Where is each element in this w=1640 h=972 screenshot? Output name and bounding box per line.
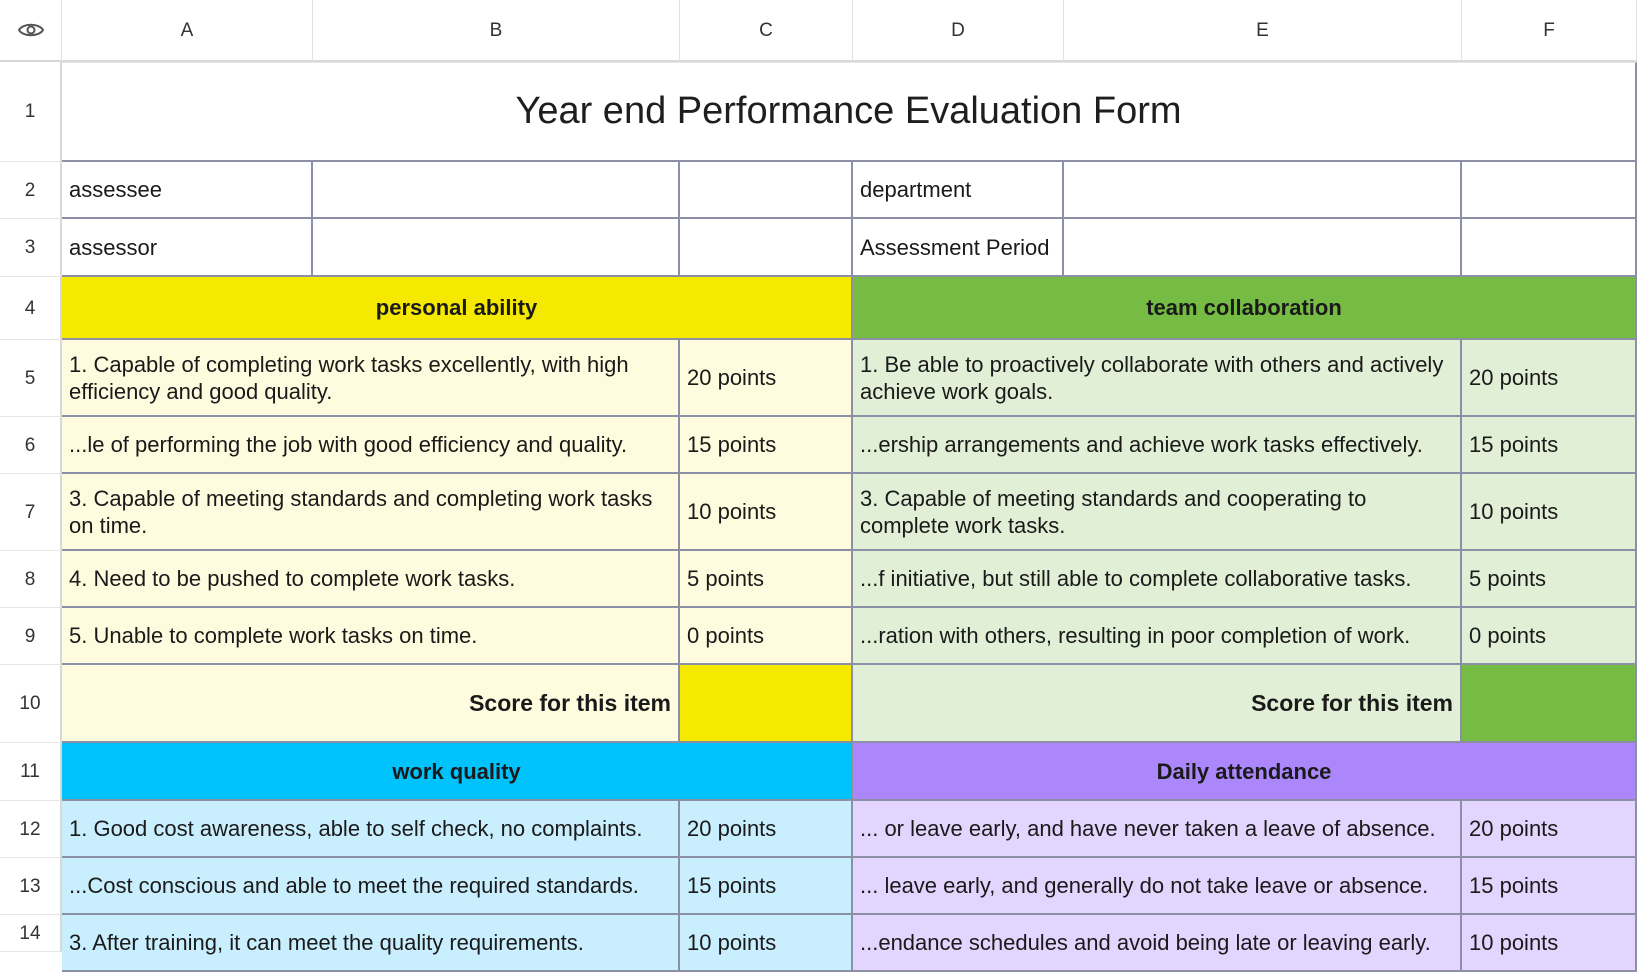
column-header-c[interactable]: C (680, 0, 853, 62)
team-collaboration-points-3[interactable]: 10 points (1462, 474, 1637, 551)
daily-attendance-points-1[interactable]: 20 points (1462, 801, 1637, 858)
daily-attendance-item-1[interactable]: ... or leave early, and have never taken… (853, 801, 1462, 858)
work-quality-points-1[interactable]: 20 points (680, 801, 853, 858)
row-header-2[interactable]: 2 (0, 162, 62, 219)
department-label[interactable]: department (853, 162, 1064, 219)
row-header-11[interactable]: 11 (0, 743, 62, 801)
team-collaboration-points-5[interactable]: 0 points (1462, 608, 1637, 665)
personal-ability-item-1[interactable]: 1. Capable of completing work tasks exce… (62, 340, 680, 417)
work-quality-item-1[interactable]: 1. Good cost awareness, able to self che… (62, 801, 680, 858)
assessment-period-label[interactable]: Assessment Period (853, 219, 1064, 277)
personal-ability-item-2[interactable]: ...le of performing the job with good ef… (62, 417, 680, 474)
daily-attendance-header[interactable]: Daily attendance (853, 743, 1637, 801)
personal-ability-item-3[interactable]: 3. Capable of meeting standards and comp… (62, 474, 680, 551)
work-quality-item-2[interactable]: ...Cost conscious and able to meet the r… (62, 858, 680, 915)
row-header-6[interactable]: 6 (0, 417, 62, 474)
assessor-value-cell[interactable] (313, 219, 680, 277)
row-header-9[interactable]: 9 (0, 608, 62, 665)
assessee-extra-cell[interactable] (680, 162, 853, 219)
row-header-5[interactable]: 5 (0, 340, 62, 417)
eye-icon (17, 23, 44, 37)
personal-ability-points-5[interactable]: 0 points (680, 608, 853, 665)
assessment-period-value-cell[interactable] (1064, 219, 1462, 277)
daily-attendance-points-3[interactable]: 10 points (1462, 915, 1637, 972)
assessee-value-cell[interactable] (313, 162, 680, 219)
team-collaboration-item-1[interactable]: 1. Be able to proactively collaborate wi… (853, 340, 1462, 417)
work-quality-item-3[interactable]: 3. After training, it can meet the quali… (62, 915, 680, 972)
team-collaboration-item-2[interactable]: ...ership arrangements and achieve work … (853, 417, 1462, 474)
personal-ability-score-label[interactable]: Score for this item (62, 665, 680, 743)
daily-attendance-item-3[interactable]: ...endance schedules and avoid being lat… (853, 915, 1462, 972)
assessment-period-extra-cell[interactable] (1462, 219, 1637, 277)
personal-ability-item-4[interactable]: 4. Need to be pushed to complete work ta… (62, 551, 680, 608)
column-header-b[interactable]: B (313, 0, 680, 62)
column-header-f[interactable]: F (1462, 0, 1637, 62)
column-header-e[interactable]: E (1064, 0, 1462, 62)
row-header-7[interactable]: 7 (0, 474, 62, 551)
row-header-4[interactable]: 4 (0, 277, 62, 340)
team-collaboration-item-5[interactable]: ...ration with others, resulting in poor… (853, 608, 1462, 665)
team-collaboration-item-3[interactable]: 3. Capable of meeting standards and coop… (853, 474, 1462, 551)
work-quality-points-2[interactable]: 15 points (680, 858, 853, 915)
assessor-label[interactable]: assessor (62, 219, 313, 277)
daily-attendance-points-2[interactable]: 15 points (1462, 858, 1637, 915)
column-header-a[interactable]: A (62, 0, 313, 62)
personal-ability-item-5[interactable]: 5. Unable to complete work tasks on time… (62, 608, 680, 665)
personal-ability-header[interactable]: personal ability (62, 277, 853, 340)
row-header-8[interactable]: 8 (0, 551, 62, 608)
row-header-14[interactable]: 14 (0, 915, 62, 952)
team-collaboration-points-4[interactable]: 5 points (1462, 551, 1637, 608)
personal-ability-points-3[interactable]: 10 points (680, 474, 853, 551)
team-collaboration-score-cell[interactable] (1462, 665, 1637, 743)
team-collaboration-points-1[interactable]: 20 points (1462, 340, 1637, 417)
assessor-extra-cell[interactable] (680, 219, 853, 277)
department-extra-cell[interactable] (1462, 162, 1637, 219)
personal-ability-score-cell[interactable] (680, 665, 853, 743)
assessee-label[interactable]: assessee (62, 162, 313, 219)
department-value-cell[interactable] (1064, 162, 1462, 219)
row-header-12[interactable]: 12 (0, 801, 62, 858)
team-collaboration-score-label[interactable]: Score for this item (853, 665, 1462, 743)
select-all-corner[interactable] (0, 0, 62, 62)
row-header-10[interactable]: 10 (0, 665, 62, 743)
row-header-3[interactable]: 3 (0, 219, 62, 277)
team-collaboration-item-4[interactable]: ...f initiative, but still able to compl… (853, 551, 1462, 608)
row-header-13[interactable]: 13 (0, 858, 62, 915)
team-collaboration-header[interactable]: team collaboration (853, 277, 1637, 340)
team-collaboration-points-2[interactable]: 15 points (1462, 417, 1637, 474)
personal-ability-points-1[interactable]: 20 points (680, 340, 853, 417)
work-quality-points-3[interactable]: 10 points (680, 915, 853, 972)
row-header-1[interactable]: 1 (0, 62, 62, 162)
personal-ability-points-2[interactable]: 15 points (680, 417, 853, 474)
work-quality-header[interactable]: work quality (62, 743, 853, 801)
daily-attendance-item-2[interactable]: ... leave early, and generally do not ta… (853, 858, 1462, 915)
column-header-d[interactable]: D (853, 0, 1064, 62)
form-title[interactable]: Year end Performance Evaluation Form (62, 62, 1637, 162)
personal-ability-points-4[interactable]: 5 points (680, 551, 853, 608)
